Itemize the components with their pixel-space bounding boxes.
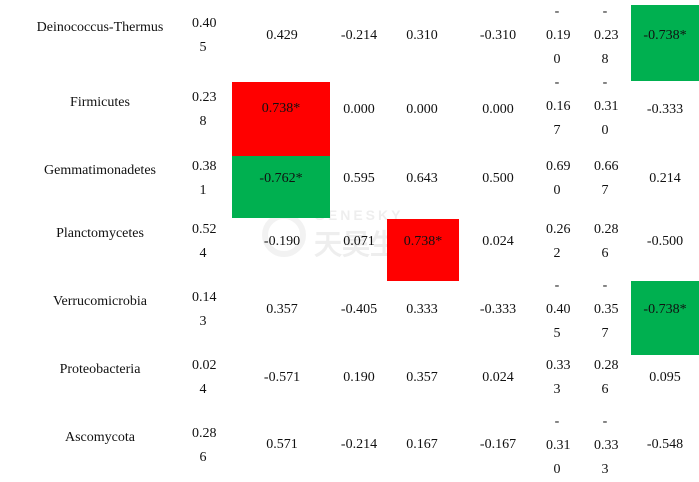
table-cell: 0.28 6 [192,426,217,465]
table-cell: -0.310 [479,28,517,43]
table-cell: 0.52 4 [192,222,217,261]
table-cell: -0.500 [646,234,684,249]
table-cell: -0.571 [263,370,301,385]
table-cell: 0.38 1 [192,159,217,198]
row-label: Ascomycota [65,430,135,445]
table-cell: - 0.31 0 [594,75,619,138]
table-cell: 0.40 5 [192,16,217,55]
table-cell: 0.024 [482,234,514,249]
table-cell: -0.214 [340,28,378,43]
table-cell: 0.333 [406,302,438,317]
table-cell: 0.000 [343,102,375,117]
table-cell: 0.643 [406,171,438,186]
table-cell: -0.738* [643,302,687,317]
highlight-cell-negative [631,281,699,355]
highlight-cell-positive [232,82,330,156]
table-cell: 0.02 4 [192,358,217,397]
table-cell: 0.595 [343,171,375,186]
table-cell: 0.095 [649,370,681,385]
table-cell: -0.405 [340,302,378,317]
table-cell: 0.738* [403,234,443,249]
table-cell: 0.429 [266,28,298,43]
table-cell: 0.310 [406,28,438,43]
table-cell: 0.69 0 [546,159,571,198]
table-cell: 0.14 3 [192,290,217,329]
table-cell: 0.28 6 [594,222,619,261]
table-cell: 0.000 [406,102,438,117]
table-cell: 0.024 [482,370,514,385]
table-cell: 0.26 2 [546,222,571,261]
row-label: Planctomycetes [56,226,144,241]
highlight-cell-negative [232,156,330,218]
row-label: Proteobacteria [59,362,141,377]
table-cell: -0.167 [479,437,517,452]
table-cell: 0.33 3 [546,358,571,397]
table-cell: 0.66 7 [594,159,619,198]
table-cell: - 0.31 0 [546,414,571,477]
table-cell: 0.071 [343,234,375,249]
table-cell: -0.333 [479,302,517,317]
table-cell: 0.571 [266,437,298,452]
table-cell: -0.333 [646,102,684,117]
table-cell: - 0.40 5 [546,278,571,341]
table-cell: -0.548 [646,437,684,452]
table-cell: -0.190 [263,234,301,249]
table-cell: 0.500 [482,171,514,186]
highlight-cell-negative [631,5,699,81]
table-cell: - 0.33 3 [594,414,619,477]
table-cell: 0.167 [406,437,438,452]
table-cell: 0.357 [266,302,298,317]
table-cell: -0.762* [259,171,303,186]
table-cell: 0.000 [482,102,514,117]
row-label: Firmicutes [70,95,130,110]
table-cell: -0.214 [340,437,378,452]
row-label: Verrucomicrobia [52,294,148,309]
table-cell: - 0.19 0 [546,4,571,67]
table-cell: - 0.23 8 [594,4,619,67]
row-label: Gemmatimonadetes [44,163,156,178]
table-cell: 0.214 [649,171,681,186]
highlight-cell-positive [387,219,459,281]
table-cell: - 0.16 7 [546,75,571,138]
row-label: Deinococcus-Thermus [36,20,164,35]
table-cell: 0.23 8 [192,90,217,129]
table-cell: 0.738* [261,101,301,116]
table-cell: -0.738* [643,28,687,43]
table-cell: 0.190 [343,370,375,385]
table-cell: 0.357 [406,370,438,385]
watermark-text-en: GENESKY [314,207,404,223]
table-cell: - 0.35 7 [594,278,619,341]
table-cell: 0.28 6 [594,358,619,397]
